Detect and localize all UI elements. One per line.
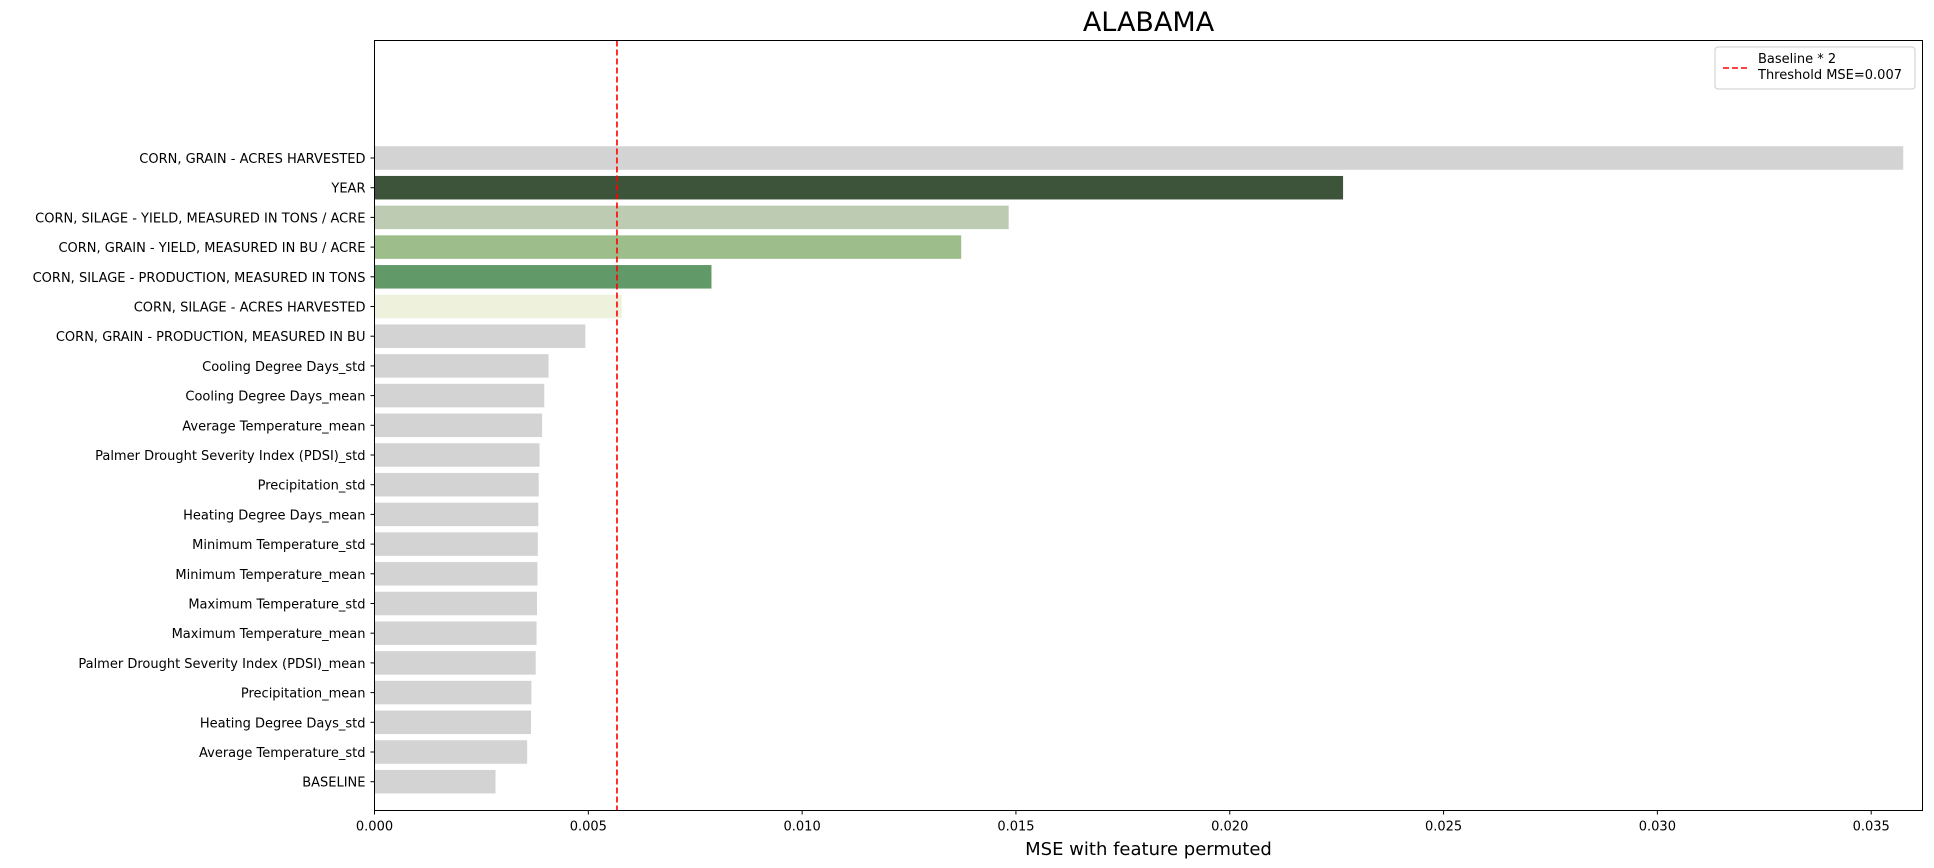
- y-tick-label: CORN, SILAGE - PRODUCTION, MEASURED IN T…: [33, 271, 366, 286]
- x-axis-title: MSE with feature permuted: [1025, 839, 1272, 860]
- bar: [374, 769, 496, 794]
- y-tick-label: CORN, GRAIN - YIELD, MEASURED IN BU / AC…: [58, 241, 365, 256]
- bar: [374, 413, 543, 438]
- y-tick-label: Palmer Drought Severity Index (PDSI)_std: [95, 449, 365, 464]
- y-tick-label: Cooling Degree Days_mean: [185, 390, 365, 405]
- bar: [374, 354, 549, 378]
- x-tick-label: 0.000: [356, 820, 393, 835]
- y-tick-label: Cooling Degree Days_std: [202, 360, 365, 375]
- bar: [374, 621, 537, 645]
- y-tick-label: Precipitation_std: [258, 479, 366, 494]
- y-tick-label: Heating Degree Days_mean: [183, 508, 365, 523]
- y-tick-label: Precipitation_mean: [241, 687, 366, 702]
- x-tick-label: 0.005: [570, 820, 607, 835]
- bar: [374, 680, 532, 705]
- y-tick-label: YEAR: [330, 182, 365, 197]
- x-tick-label: 0.035: [1853, 820, 1890, 835]
- x-axis: 0.000 0.005 0.010 0.015 0.020 0.025 0.030 0.035: [356, 810, 1890, 835]
- bar: [374, 443, 540, 467]
- y-tick-label: BASELINE: [302, 776, 365, 791]
- x-tick-label: 0.010: [784, 820, 821, 835]
- x-tick-label: 0.015: [997, 820, 1034, 835]
- bar: [374, 502, 539, 527]
- y-tick-label: Palmer Drought Severity Index (PDSI)_mea…: [78, 657, 365, 672]
- bar: [374, 294, 622, 319]
- legend-text-line: Threshold MSE=0.007: [1757, 68, 1902, 83]
- bar: [374, 532, 538, 556]
- bar: [374, 710, 532, 735]
- y-tick-label: CORN, SILAGE - ACRES HARVESTED: [134, 301, 366, 316]
- bar: [374, 265, 712, 289]
- y-tick-label: Maximum Temperature_mean: [172, 627, 366, 642]
- bar: [374, 472, 539, 497]
- chart-title: ALABAMA: [1083, 7, 1215, 38]
- legend-text-line: Baseline * 2: [1758, 52, 1836, 67]
- plot-frame: [374, 40, 1923, 811]
- y-tick-label: Average Temperature_std: [199, 746, 366, 761]
- bar: [374, 235, 962, 259]
- x-tick-label: 0.030: [1639, 820, 1676, 835]
- y-tick-label: CORN, GRAIN - PRODUCTION, MEASURED IN BU: [56, 330, 366, 345]
- y-tick-label: Average Temperature_mean: [182, 419, 365, 434]
- bar: [374, 383, 545, 408]
- y-tick-label: Heating Degree Days_std: [200, 716, 366, 731]
- bar: [374, 146, 1904, 170]
- bar: [374, 324, 586, 348]
- y-tick-label: Minimum Temperature_mean: [175, 568, 365, 583]
- bars-layer: [374, 146, 1904, 794]
- y-tick-label: CORN, SILAGE - YIELD, MEASURED IN TONS /…: [35, 211, 365, 226]
- bar: [374, 740, 528, 764]
- y-tick-label: Maximum Temperature_std: [188, 598, 365, 613]
- x-tick-label: 0.025: [1425, 820, 1462, 835]
- y-tick-label: CORN, GRAIN - ACRES HARVESTED: [139, 152, 365, 167]
- y-tick-label: Minimum Temperature_std: [192, 538, 365, 553]
- bar: [374, 562, 538, 586]
- bar: [374, 591, 537, 616]
- bar: [374, 175, 1344, 200]
- y-axis-tick-labels: CORN, GRAIN - ACRES HARVESTED YEAR CORN, S…: [33, 152, 375, 791]
- bar: [374, 205, 1009, 230]
- x-tick-label: 0.020: [1211, 820, 1248, 835]
- bar: [374, 651, 536, 675]
- legend-box: [1714, 46, 1916, 90]
